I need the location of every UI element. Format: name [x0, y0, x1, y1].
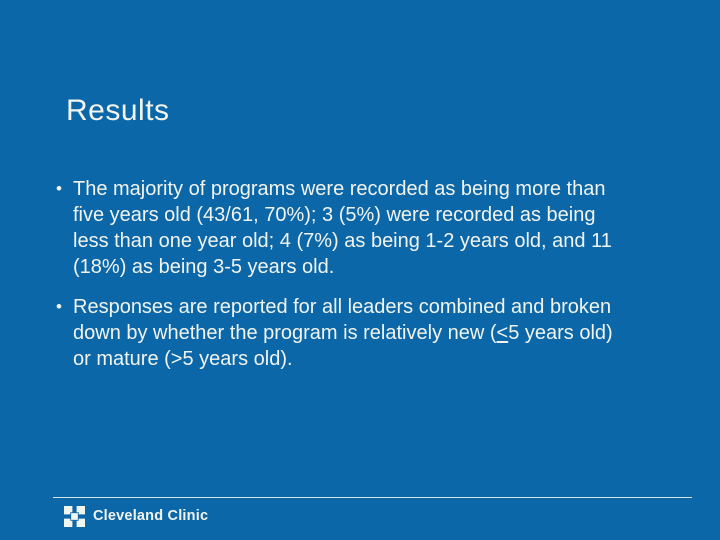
bullet-marker: •: [56, 179, 62, 198]
bullet-list: • The majority of programs were recorded…: [56, 176, 631, 372]
bullet-text: Responses are reported for all leaders c…: [73, 294, 629, 372]
bullet-item: • The majority of programs were recorded…: [56, 176, 631, 280]
bullet-item: • Responses are reported for all leaders…: [56, 294, 631, 372]
page-title: Results: [66, 94, 170, 127]
bullet-text-post: 5 years old) or mature (>5 years old).: [73, 322, 613, 370]
bullet-text: The majority of programs were recorded a…: [73, 178, 612, 278]
cleveland-clinic-logo: Cleveland Clinic: [64, 505, 208, 527]
bullet-marker: •: [56, 297, 62, 316]
cleveland-clinic-logo-text: Cleveland Clinic: [93, 508, 209, 524]
footer-divider: [53, 497, 692, 498]
bullet-text-pre: Responses are reported for all leaders c…: [73, 296, 612, 344]
less-equal-sign: <: [496, 322, 509, 344]
cleveland-clinic-logo-icon: [64, 505, 85, 527]
